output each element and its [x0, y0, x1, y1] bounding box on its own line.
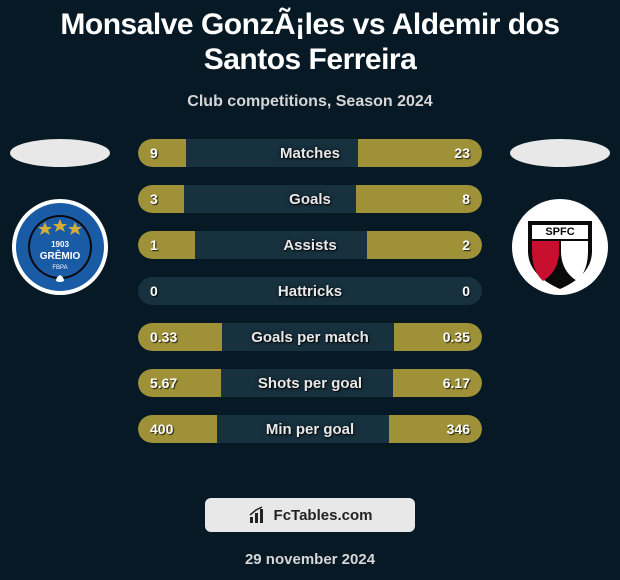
- stat-row: 1Assists2: [138, 231, 482, 259]
- player-right-oval: [510, 139, 610, 167]
- stat-label: Min per goal: [138, 421, 482, 438]
- stat-row: 400Min per goal346: [138, 415, 482, 443]
- saopaulo-badge-icon: SPFC: [510, 197, 610, 297]
- footer-date: 29 november 2024: [0, 551, 620, 568]
- stat-label: Goals per match: [138, 329, 482, 346]
- stat-value-right: 23: [454, 145, 470, 161]
- player-left-oval: [10, 139, 110, 167]
- stat-row: 9Matches23: [138, 139, 482, 167]
- gremio-badge-icon: 1903 GRÊMIO FBPA: [10, 197, 110, 297]
- page-subtitle: Club competitions, Season 2024: [0, 93, 620, 111]
- comparison-panel: 1903 GRÊMIO FBPA SPFC 9Matches23 3Goals8 1…: [0, 139, 620, 469]
- stat-label: Shots per goal: [138, 375, 482, 392]
- stat-label: Assists: [138, 237, 482, 254]
- chart-icon: [248, 505, 268, 525]
- stat-value-right: 346: [447, 421, 470, 437]
- footer-brand: FcTables.com: [205, 498, 415, 532]
- club-right-badge: SPFC: [510, 197, 610, 297]
- stat-value-right: 0: [462, 283, 470, 299]
- page-title: Monsalve GonzÃ¡les vs Aldemir dos Santos…: [0, 0, 620, 81]
- stat-row: 0Hattricks0: [138, 277, 482, 305]
- stat-row: 0.33Goals per match0.35: [138, 323, 482, 351]
- stat-label: Hattricks: [138, 283, 482, 300]
- stat-value-right: 0.35: [443, 329, 470, 345]
- stat-row: 5.67Shots per goal6.17: [138, 369, 482, 397]
- svg-text:FBPA: FBPA: [52, 265, 67, 271]
- stat-value-right: 8: [462, 191, 470, 207]
- svg-text:SPFC: SPFC: [545, 226, 574, 238]
- stat-label: Goals: [138, 191, 482, 208]
- svg-text:GRÊMIO: GRÊMIO: [40, 249, 81, 262]
- footer-brand-text: FcTables.com: [274, 507, 373, 524]
- stat-label: Matches: [138, 145, 482, 162]
- stat-value-right: 6.17: [443, 375, 470, 391]
- stat-bars: 9Matches23 3Goals8 1Assists2 0Hattricks0 0.3…: [138, 139, 482, 443]
- stat-row: 3Goals8: [138, 185, 482, 213]
- svg-text:1903: 1903: [51, 240, 69, 249]
- stat-value-right: 2: [462, 237, 470, 253]
- club-left-badge: 1903 GRÊMIO FBPA: [10, 197, 110, 297]
